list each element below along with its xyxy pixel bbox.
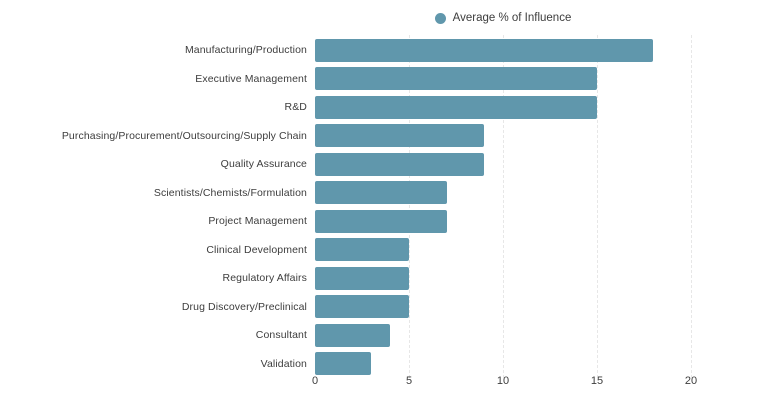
bar[interactable] xyxy=(315,38,654,62)
x-tick-label: 20 xyxy=(684,375,698,387)
bar-row: Quality Assurance xyxy=(0,150,768,179)
bar-track xyxy=(315,207,691,236)
bar-row: Executive Management xyxy=(0,65,768,94)
bar-row: R&D xyxy=(0,93,768,122)
bar-row: Project Management xyxy=(0,207,768,236)
bar-track xyxy=(315,293,691,322)
category-label: Purchasing/Procurement/Outsourcing/Suppl… xyxy=(61,129,307,142)
x-tick-label: 0 xyxy=(311,375,319,387)
bar-track xyxy=(315,264,691,293)
legend: Average % of Influence xyxy=(315,12,691,24)
category-label: Clinical Development xyxy=(206,243,307,256)
x-tick-label: 15 xyxy=(590,375,604,387)
x-tick-label: 10 xyxy=(496,375,510,387)
category-label: Regulatory Affairs xyxy=(222,272,307,285)
bar[interactable] xyxy=(315,152,485,176)
bar[interactable] xyxy=(315,323,391,347)
bar-track xyxy=(315,179,691,208)
category-label: Manufacturing/Production xyxy=(184,44,307,57)
bar-track xyxy=(315,36,691,65)
bar-track xyxy=(315,122,691,151)
legend-label: Average % of Influence xyxy=(452,12,572,24)
bar-row: Drug Discovery/Preclinical xyxy=(0,293,768,322)
bar-track xyxy=(315,65,691,94)
gridline-layer xyxy=(315,35,692,378)
x-tick-label: 5 xyxy=(405,375,413,387)
bar[interactable] xyxy=(315,209,447,233)
bar[interactable] xyxy=(315,352,372,376)
bar-row: Scientists/Chemists/Formulation xyxy=(0,179,768,208)
bar[interactable] xyxy=(315,95,597,119)
bar-row: Validation xyxy=(0,350,768,379)
bar-row: Consultant xyxy=(0,321,768,350)
category-label: R&D xyxy=(284,101,307,114)
x-axis: 0 5 10 15 20 xyxy=(311,375,697,391)
legend-item-average-influence[interactable]: Average % of Influence xyxy=(434,12,572,24)
bar-track xyxy=(315,321,691,350)
category-label: Executive Management xyxy=(195,72,307,85)
category-label: Drug Discovery/Preclinical xyxy=(181,300,307,313)
bar-track xyxy=(315,350,691,379)
bar-row: Clinical Development xyxy=(0,236,768,265)
gridline xyxy=(409,35,410,378)
gridline xyxy=(597,35,598,378)
series-marker-icon xyxy=(434,12,446,24)
category-label: Project Management xyxy=(208,215,307,228)
category-label: Consultant xyxy=(255,329,307,342)
category-label: Validation xyxy=(260,357,307,370)
bar-rows: Manufacturing/Production Executive Manag… xyxy=(0,36,768,378)
bar-track xyxy=(315,93,691,122)
bar[interactable] xyxy=(315,124,485,148)
bar-row: Regulatory Affairs xyxy=(0,264,768,293)
category-label: Scientists/Chemists/Formulation xyxy=(153,186,307,199)
bar-row: Manufacturing/Production xyxy=(0,36,768,65)
bar-track xyxy=(315,236,691,265)
bar[interactable] xyxy=(315,266,409,290)
gridline xyxy=(691,35,692,378)
bar-track xyxy=(315,150,691,179)
bar[interactable] xyxy=(315,295,409,319)
bar[interactable] xyxy=(315,181,447,205)
category-label: Quality Assurance xyxy=(220,158,307,171)
bar[interactable] xyxy=(315,238,409,262)
gridline xyxy=(503,35,504,378)
bar-row: Purchasing/Procurement/Outsourcing/Suppl… xyxy=(0,122,768,151)
bar[interactable] xyxy=(315,67,597,91)
